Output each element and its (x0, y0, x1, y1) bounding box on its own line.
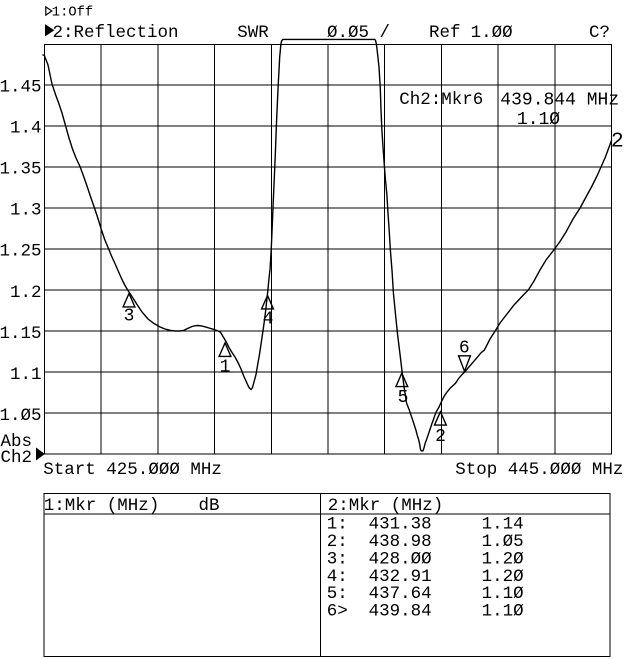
svg-text:1.Ø5: 1.Ø5 (482, 532, 524, 552)
svg-text:1.2Ø: 1.2Ø (482, 567, 524, 587)
svg-text:1.25: 1.25 (0, 242, 42, 262)
svg-text:Abs: Abs (1, 432, 33, 452)
svg-text:6: 6 (459, 339, 470, 359)
svg-text:1:: 1: (327, 515, 348, 535)
svg-text:1.15: 1.15 (0, 324, 42, 344)
svg-text:Ref: Ref (429, 23, 461, 43)
svg-text:1.1: 1.1 (10, 365, 42, 385)
svg-text:4: 4 (263, 310, 274, 330)
svg-text:432.91: 432.91 (369, 567, 432, 587)
svg-text:2:Reflection: 2:Reflection (53, 23, 179, 43)
svg-text:Ch2: Ch2 (1, 448, 33, 468)
svg-text:1.ØØ: 1.ØØ (471, 23, 513, 43)
svg-text:1.1Ø: 1.1Ø (482, 584, 524, 604)
svg-text:Start 425.ØØØ MHz: Start 425.ØØØ MHz (43, 460, 222, 480)
svg-text:dB: dB (199, 496, 220, 516)
svg-text:3:: 3: (327, 549, 348, 569)
svg-text:1.3: 1.3 (10, 201, 42, 221)
svg-text:1.14: 1.14 (482, 515, 524, 535)
svg-text:1.35: 1.35 (0, 160, 42, 180)
svg-text:439.84: 439.84 (369, 602, 432, 622)
svg-text:1.2: 1.2 (10, 283, 42, 303)
svg-text:1:Off: 1:Off (52, 4, 93, 20)
svg-text:2:Mkr (MHz): 2:Mkr (MHz) (328, 496, 444, 516)
svg-text:431.38: 431.38 (369, 515, 432, 535)
svg-text:5:: 5: (327, 584, 348, 604)
svg-text:428.ØØ: 428.ØØ (369, 549, 432, 569)
svg-text:1.Ø5: 1.Ø5 (0, 406, 42, 426)
svg-text:1.2Ø: 1.2Ø (482, 549, 524, 569)
svg-text:SWR: SWR (237, 23, 269, 43)
svg-text:C?: C? (589, 23, 610, 43)
svg-text:5: 5 (398, 388, 409, 408)
svg-text:3: 3 (124, 307, 135, 327)
svg-text:439.844 MHz: 439.844 MHz (500, 91, 619, 111)
svg-text:2: 2 (611, 130, 624, 154)
svg-text:438.98: 438.98 (369, 532, 432, 552)
svg-text:1.1Ø: 1.1Ø (482, 602, 524, 622)
svg-text:1.1Ø: 1.1Ø (517, 110, 560, 130)
svg-text:1: 1 (220, 358, 231, 378)
svg-text:Stop 445.ØØØ MHz: Stop 445.ØØØ MHz (455, 460, 623, 480)
svg-text:4:: 4: (327, 567, 348, 587)
svg-text:1.45: 1.45 (0, 78, 42, 98)
svg-text:1.4: 1.4 (10, 119, 42, 139)
svg-text:437.64: 437.64 (369, 584, 432, 604)
svg-text:Ø.Ø5 /: Ø.Ø5 / (327, 23, 390, 43)
svg-text:6>: 6> (327, 602, 348, 622)
svg-text:Ch2:Mkr6: Ch2:Mkr6 (399, 90, 483, 110)
svg-text:2:: 2: (327, 532, 348, 552)
svg-text:1:Mkr (MHz): 1:Mkr (MHz) (44, 496, 160, 516)
svg-text:2: 2 (435, 427, 446, 447)
